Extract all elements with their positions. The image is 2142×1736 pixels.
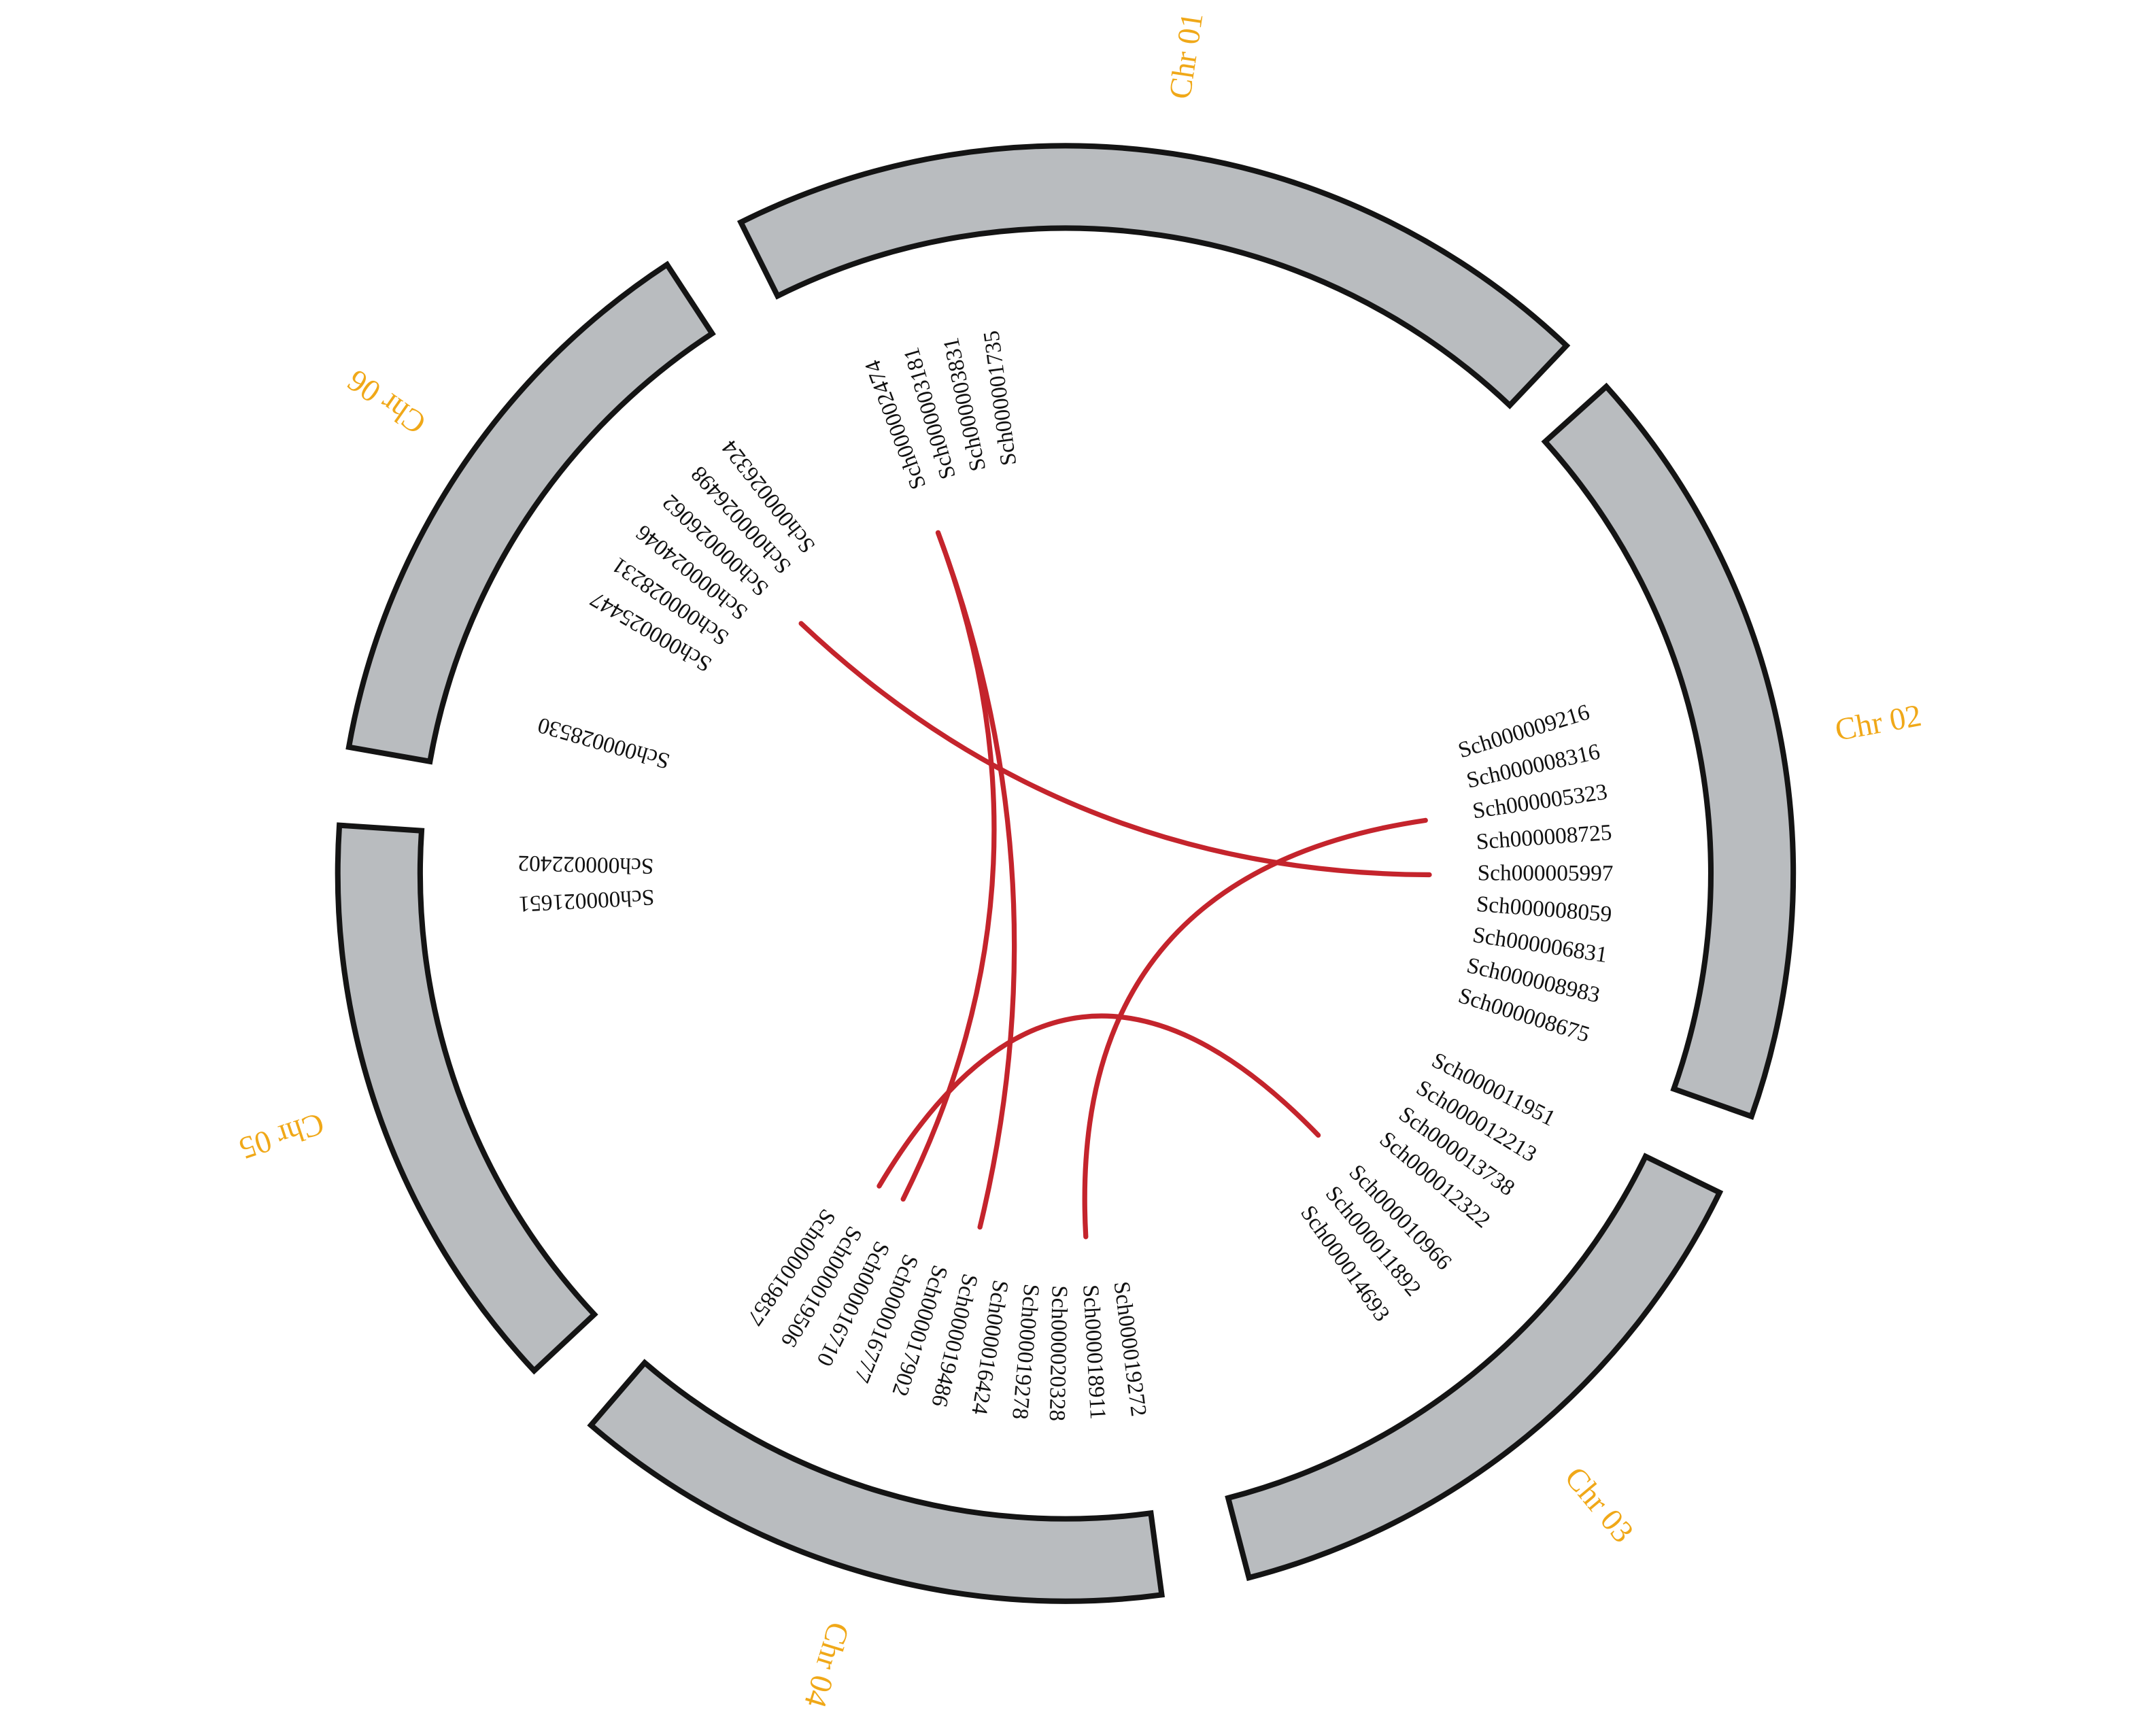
chromosome-segment-chr03 — [1225, 1153, 1724, 1582]
chromosome-ring — [335, 143, 1797, 1604]
gene-label: Sch000019278 — [1007, 1283, 1044, 1420]
gene-label: Sch000008725 — [1476, 820, 1613, 855]
gene-label: Sch000028530 — [535, 712, 673, 774]
chromosome-label-chr03: Chr 03 — [1558, 1461, 1640, 1550]
gene-labels: Sch000002474Sch000003181Sch000003831Sch0… — [517, 329, 1613, 1421]
chromosome-labels: Chr 01 Chr 02 Chr 03 Chr 04 Chr 05 Chr 06 — [235, 10, 1924, 1712]
link-Sch000010966-Sch000019506 — [877, 1013, 1321, 1189]
link-Sch000005323-Sch000018911 — [1082, 817, 1428, 1240]
chromosome-label-chr04: Chr 04 — [797, 1618, 855, 1712]
chromosome-label-chr05: Chr 05 — [235, 1106, 328, 1166]
gene-label: Sch000019272 — [1108, 1280, 1151, 1418]
chromosome-segment-chr05 — [335, 822, 598, 1375]
chromosome-segment-chr04 — [587, 1359, 1166, 1604]
chromosome-segment-chr06 — [345, 260, 716, 765]
links-layer — [798, 530, 1432, 1240]
gene-label: Sch000022402 — [517, 851, 654, 879]
gene-label: Sch000018911 — [1078, 1284, 1110, 1420]
chromosome-label-chr06: Chr 06 — [341, 362, 432, 441]
link-Sch000002474-Sch000019486 — [935, 530, 1017, 1230]
chromosome-label-chr01: Chr 01 — [1163, 10, 1210, 101]
link-Sch000026062-Sch000005997 — [798, 621, 1432, 878]
gene-label: Sch000005997 — [1478, 860, 1614, 886]
link-Sch000002474-Sch000016710 — [900, 530, 997, 1202]
chromosome-segment-chr02 — [1541, 382, 1797, 1120]
gene-label: Sch000008059 — [1476, 891, 1613, 927]
gene-label: Sch000021651 — [518, 885, 655, 917]
chromosome-label-chr02: Chr 02 — [1833, 698, 1924, 748]
gene-label: Sch000020328 — [1044, 1285, 1072, 1421]
chromosome-segment-chr01 — [736, 143, 1571, 409]
